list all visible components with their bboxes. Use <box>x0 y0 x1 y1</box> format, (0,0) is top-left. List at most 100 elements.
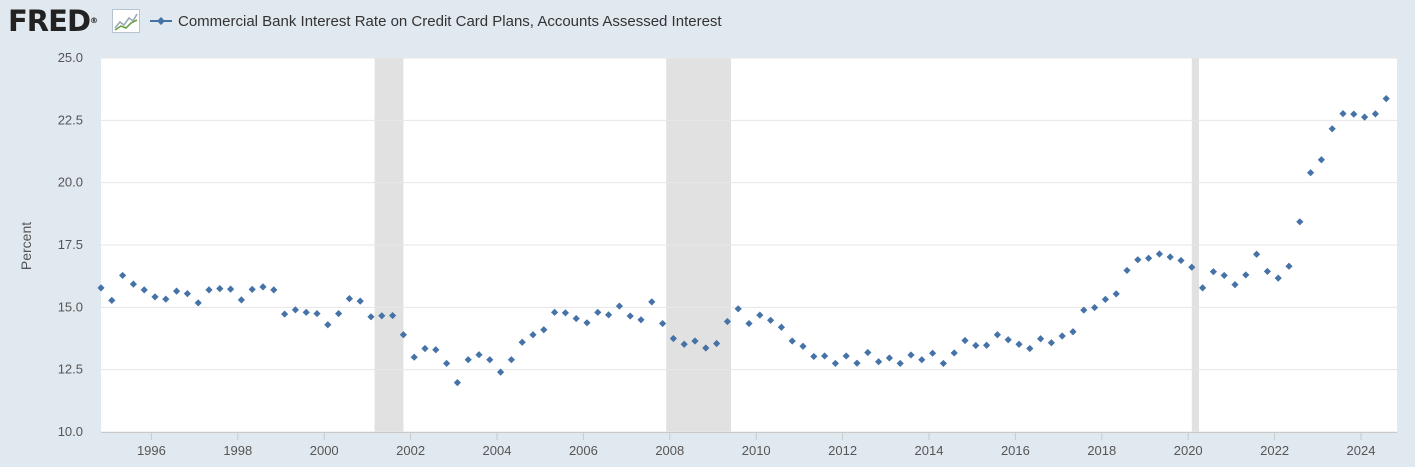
data-point <box>1274 274 1282 282</box>
data-point <box>1220 271 1228 280</box>
data-point <box>237 296 245 304</box>
line-graph-icon <box>112 9 140 33</box>
data-point <box>1263 267 1271 276</box>
data-point <box>1199 284 1207 292</box>
y-tick-label: 12.5 <box>58 362 83 377</box>
data-point <box>1231 281 1239 289</box>
data-point <box>1047 339 1055 347</box>
data-point <box>1015 340 1023 348</box>
y-tick-label: 17.5 <box>58 237 83 252</box>
data-point <box>291 306 299 314</box>
data-point <box>335 309 343 318</box>
data-point <box>356 297 364 305</box>
data-point <box>194 299 202 307</box>
data-point <box>345 295 353 303</box>
data-point <box>1339 110 1347 118</box>
data-point <box>691 337 699 345</box>
data-point <box>983 341 991 349</box>
data-point <box>842 352 850 360</box>
x-tick-label: 2006 <box>569 443 598 458</box>
data-point <box>1177 256 1185 265</box>
fred-logo[interactable]: FRED® <box>8 4 98 38</box>
data-point <box>1361 113 1369 121</box>
data-point <box>594 308 602 316</box>
data-point <box>929 349 937 357</box>
x-tick-label: 2018 <box>1087 443 1116 458</box>
data-point <box>885 354 893 362</box>
x-tick-label: 2016 <box>1001 443 1030 458</box>
y-tick-label: 25.0 <box>58 50 83 65</box>
data-point <box>1123 266 1131 275</box>
data-point <box>1188 263 1196 271</box>
y-tick-label: 15.0 <box>58 299 83 314</box>
data-point <box>918 356 926 364</box>
data-point <box>1004 336 1012 344</box>
data-point <box>432 346 440 354</box>
data-point <box>669 334 677 343</box>
data-point <box>270 286 278 294</box>
data-point <box>302 308 310 316</box>
data-point <box>961 336 969 345</box>
legend-series-label: Commercial Bank Interest Rate on Credit … <box>178 12 722 30</box>
data-point <box>140 286 148 294</box>
data-point <box>745 319 753 328</box>
data-point <box>162 295 170 303</box>
data-point <box>453 379 461 387</box>
data-point <box>907 351 915 359</box>
data-point <box>1037 335 1045 343</box>
data-point <box>864 348 872 357</box>
data-point <box>756 311 764 319</box>
x-tick-label: 2012 <box>828 443 857 458</box>
data-point <box>648 298 656 306</box>
x-tick-label: 2008 <box>655 443 684 458</box>
data-point <box>680 340 688 348</box>
data-point <box>1307 169 1315 177</box>
data-point <box>993 331 1001 339</box>
data-point <box>1145 254 1153 262</box>
data-point <box>659 319 667 328</box>
data-point <box>821 352 829 360</box>
data-point <box>831 359 839 368</box>
data-point <box>1350 110 1358 118</box>
data-point <box>605 311 613 319</box>
data-point <box>551 308 559 316</box>
data-point <box>259 283 267 291</box>
data-point <box>972 341 980 350</box>
data-point <box>313 309 321 318</box>
data-point <box>637 316 645 324</box>
y-axis: 10.0 12.5 15.0 17.5 20.0 22.5 25.0 <box>58 50 83 439</box>
y-tick-label: 10.0 <box>58 424 83 439</box>
data-point <box>1155 250 1163 258</box>
data-point <box>799 342 807 350</box>
data-point <box>389 311 397 320</box>
data-point <box>410 353 418 361</box>
x-tick-label: 2002 <box>396 443 425 458</box>
data-point <box>1058 332 1066 340</box>
data-point <box>173 287 181 295</box>
chart-header: FRED® Commercial Bank Interest Rate on C… <box>0 0 1415 44</box>
data-point <box>151 293 159 301</box>
data-point <box>615 302 623 310</box>
data-point <box>1242 271 1250 279</box>
data-point <box>227 285 235 293</box>
y-axis-title: Percent <box>18 222 34 270</box>
data-point <box>788 337 796 345</box>
legend-series-marker <box>150 17 172 25</box>
data-point <box>896 359 904 368</box>
data-point <box>810 352 818 361</box>
x-tick-label: 2010 <box>742 443 771 458</box>
data-point <box>507 356 515 364</box>
data-point <box>129 280 137 288</box>
data-point <box>950 349 958 357</box>
data-point <box>518 338 526 346</box>
x-axis: 1996 1998 2000 2002 2004 2006 2008 2010 2012 2014… <box>101 432 1397 458</box>
data-point <box>1112 290 1120 298</box>
x-tick-label: 1998 <box>223 443 252 458</box>
data-point <box>486 356 494 364</box>
data-point <box>529 331 537 339</box>
data-point <box>119 271 127 280</box>
data-point <box>777 323 785 331</box>
data-point <box>1101 295 1109 303</box>
logo-registered-mark: ® <box>90 16 99 25</box>
